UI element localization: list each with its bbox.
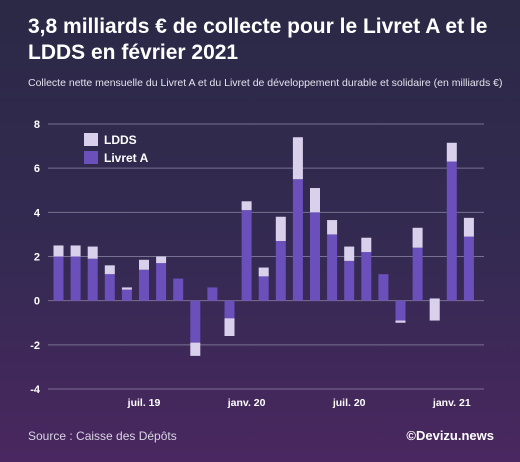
- bar-ldds: [53, 245, 64, 257]
- bar-ldds: [395, 320, 406, 323]
- y-tick-label: 0: [34, 296, 40, 308]
- bar-livret-a: [378, 274, 389, 301]
- bar-livret-a: [344, 260, 355, 301]
- bar-ldds: [344, 246, 355, 261]
- bar-livret-a: [292, 179, 303, 301]
- bars: [53, 137, 474, 356]
- bar-ldds: [104, 265, 115, 275]
- y-tick-label: -4: [30, 384, 41, 396]
- bar-ldds: [412, 227, 423, 248]
- bar-livret-a: [104, 274, 115, 301]
- bar-livret-a: [258, 276, 269, 301]
- y-axis-ticks: 8 6 4 2 0 -2 -4: [30, 119, 41, 396]
- legend-livret-a-label: Livret A: [104, 151, 149, 165]
- x-tick-label: juil. 19: [127, 397, 161, 409]
- x-tick-label: juil. 20: [332, 397, 366, 409]
- bar-ldds: [361, 237, 372, 253]
- bar-ldds: [190, 342, 201, 356]
- chart-title: 3,8 milliards € de collecte pour le Livr…: [28, 15, 488, 64]
- bar-livret-a: [361, 252, 372, 301]
- bar-ldds: [156, 256, 167, 264]
- bar-ldds: [224, 318, 235, 336]
- bar-livret-a: [207, 287, 218, 301]
- bar-livret-a: [310, 212, 320, 301]
- bar-livret-a: [224, 300, 235, 336]
- bar-livret-a: [395, 300, 406, 321]
- x-tick-label: janv. 21: [432, 397, 471, 409]
- y-tick-label: 6: [34, 163, 40, 175]
- y-tick-label: -2: [30, 340, 40, 352]
- bar-livret-a: [463, 236, 474, 301]
- legend-livret-a-swatch: [84, 151, 98, 164]
- bar-livret-a: [241, 210, 252, 301]
- gridlines: [48, 123, 484, 390]
- bar-livret-a: [412, 247, 423, 301]
- bar-livret-a: [121, 289, 132, 301]
- legend-ldds-label: LDDS: [104, 133, 137, 147]
- source-note: Source : Caisse des Dépôts: [28, 429, 177, 443]
- brand-credit: ©Devizu.news: [406, 428, 494, 443]
- chart-subtitle: Collecte nette mensuelle du Livret A et …: [28, 77, 503, 89]
- bar-ldds: [292, 137, 303, 180]
- bar-livret-a: [173, 278, 184, 301]
- bar-ldds: [327, 220, 338, 235]
- legend: LDDS Livret A: [84, 133, 149, 165]
- bar-ldds: [70, 245, 81, 257]
- bar-livret-a: [139, 269, 149, 301]
- y-tick-label: 8: [34, 119, 40, 131]
- x-axis-ticks: juil. 19 janv. 20 juil. 20 janv. 21: [127, 397, 471, 409]
- y-tick-label: 4: [34, 207, 41, 219]
- bar-livret-a: [53, 256, 64, 301]
- y-tick-label: 2: [34, 252, 40, 264]
- bar-livret-a: [87, 258, 98, 301]
- bar-livret-a: [156, 263, 167, 301]
- legend-ldds-swatch: [84, 133, 98, 146]
- bar-livret-a: [275, 241, 286, 301]
- bar-ldds: [139, 259, 149, 270]
- bar-ldds: [87, 246, 98, 259]
- bar-ldds: [310, 188, 320, 213]
- bar-ldds: [463, 217, 474, 237]
- bar-ldds: [275, 216, 286, 242]
- bar-ldds: [121, 287, 132, 290]
- bar-livret-a: [70, 256, 81, 301]
- bar-ldds: [241, 201, 252, 211]
- bar-livret-a: [446, 161, 457, 301]
- x-tick-label: janv. 20: [227, 397, 266, 409]
- bar-livret-a: [327, 234, 338, 301]
- bar-ldds: [258, 267, 269, 277]
- bar-ldds: [429, 298, 440, 321]
- bar-livret-a: [190, 300, 201, 343]
- bar-ldds: [446, 142, 457, 162]
